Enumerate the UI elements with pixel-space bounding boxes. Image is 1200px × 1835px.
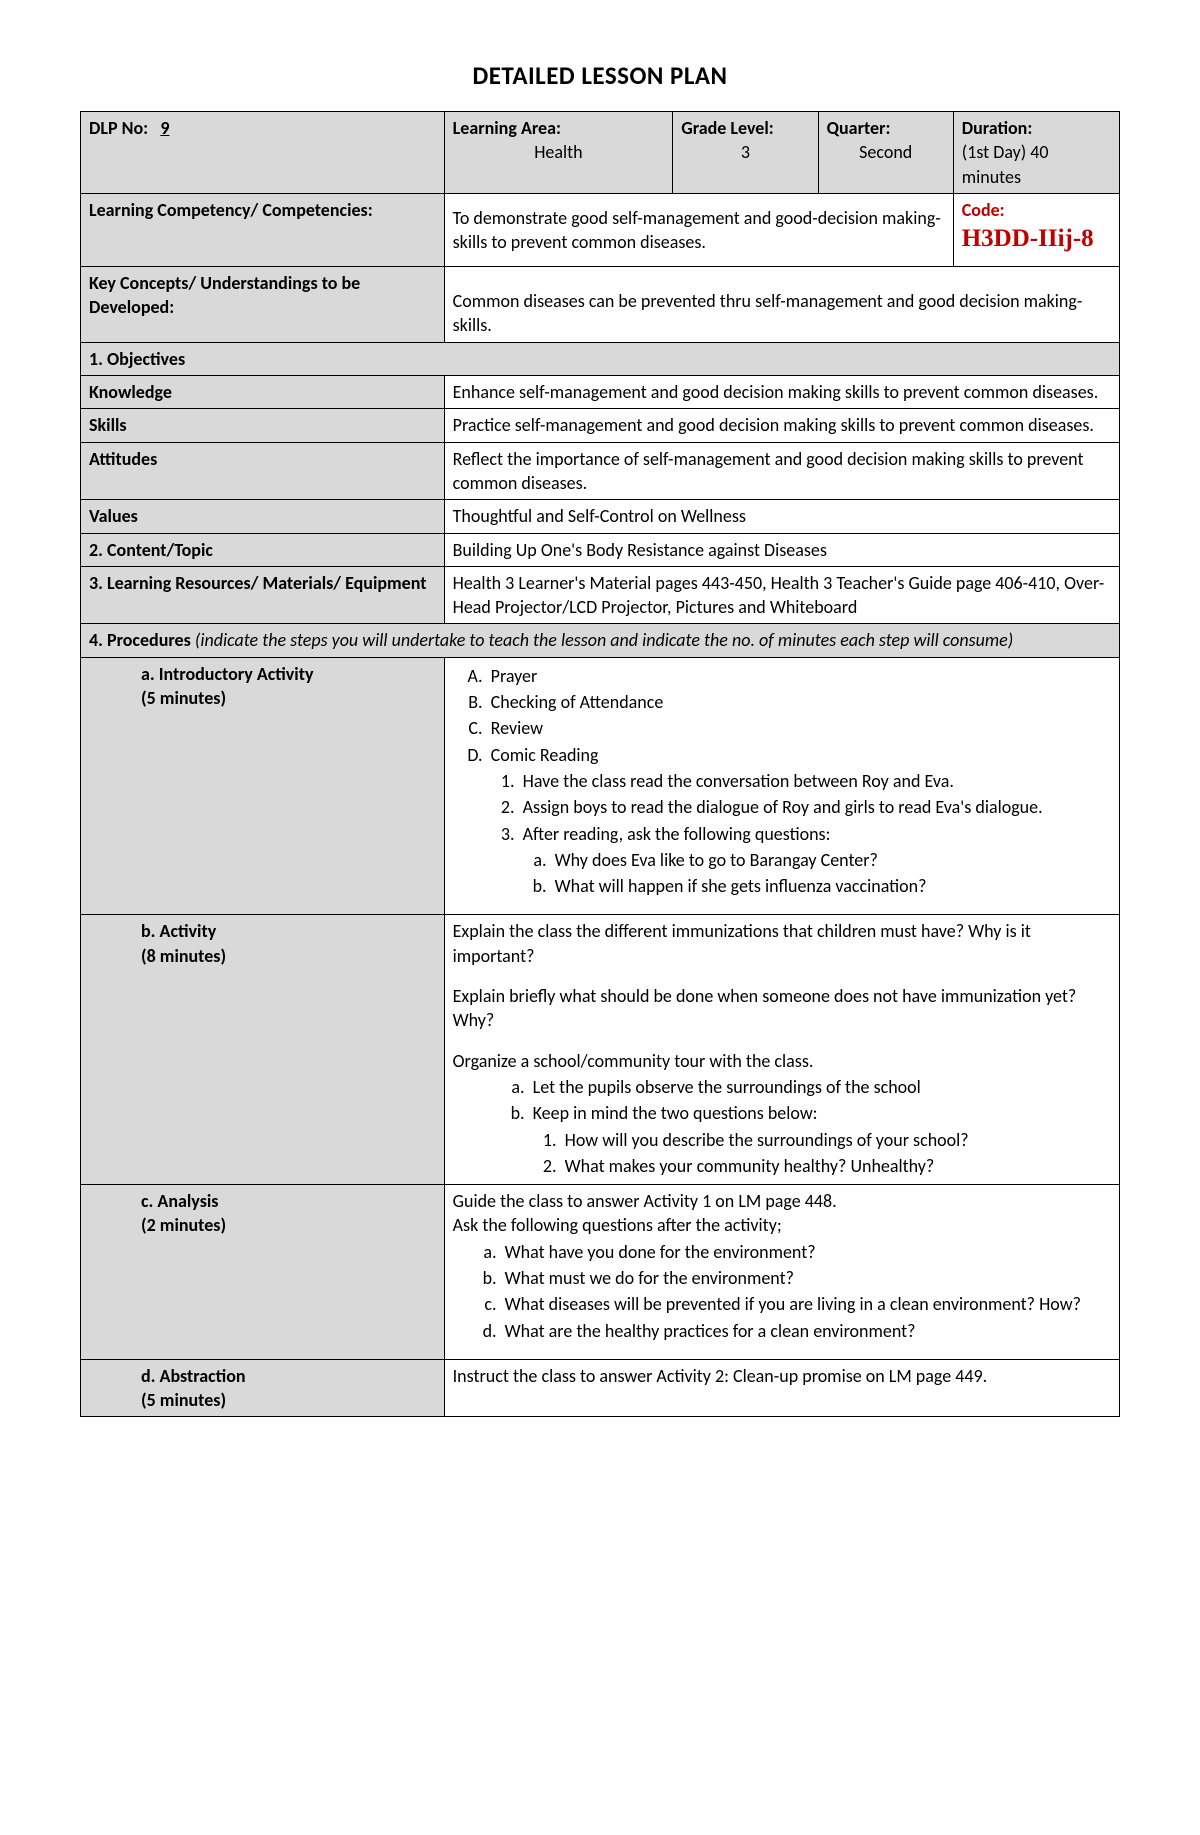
proc-a-body: Prayer Checking of Attendance Review Com…: [444, 657, 1119, 915]
proc-a-label: a. Introductory Activity: [141, 662, 436, 686]
row-content-text: Building Up One's Body Resistance agains…: [444, 533, 1119, 566]
proc-c-time: (2 minutes): [141, 1213, 436, 1237]
row-knowledge-label: Knowledge: [81, 376, 445, 409]
proc-d-body: Instruct the class to answer Activity 2:…: [444, 1359, 1119, 1417]
learning-area-value: Health: [453, 140, 665, 164]
grade-level-label: Grade Level:: [681, 116, 809, 140]
row-attitudes-text: Reflect the importance of self-managemen…: [444, 442, 1119, 500]
quarter-label: Quarter:: [827, 116, 945, 140]
dlp-no-value: 9: [160, 117, 169, 139]
duration-label: Duration:: [962, 116, 1111, 140]
row-attitudes-label: Attitudes: [81, 442, 445, 500]
key-concepts-text: Common diseases can be prevented thru se…: [453, 289, 1111, 338]
lesson-plan-table: DLP No: 9 Learning Area: Health Grade Le…: [80, 111, 1120, 1417]
row-values-label: Values: [81, 500, 445, 533]
proc-b-label: b. Activity: [141, 919, 436, 943]
row-resources-label: 3. Learning Resources/ Materials/ Equipm…: [81, 566, 445, 624]
row-values-text: Thoughtful and Self-Control on Wellness: [444, 500, 1119, 533]
competency-text: To demonstrate good self-management and …: [453, 206, 945, 255]
key-concepts-label: Key Concepts/ Understandings to be Devel…: [89, 271, 436, 320]
row-resources-text: Health 3 Learner's Material pages 443-45…: [444, 566, 1119, 624]
competency-label: Learning Competency/ Competencies:: [89, 198, 436, 222]
section-objectives: 1. Objectives: [81, 342, 1120, 375]
learning-area-label: Learning Area:: [453, 116, 665, 140]
code-value: H3DD-IIij-8: [962, 222, 1111, 256]
page-title: DETAILED LESSON PLAN: [80, 60, 1120, 91]
proc-c-body: Guide the class to answer Activity 1 on …: [444, 1185, 1119, 1360]
section-procedures: 4. Procedures (indicate the steps you wi…: [81, 624, 1120, 657]
proc-d-time: (5 minutes): [141, 1388, 436, 1412]
row-content-label: 2. Content/Topic: [81, 533, 445, 566]
dlp-no-label: DLP No:: [89, 117, 148, 139]
proc-a-time: (5 minutes): [141, 686, 436, 710]
row-knowledge-text: Enhance self-management and good decisio…: [444, 376, 1119, 409]
duration-value: (1st Day) 40 minutes: [962, 140, 1111, 189]
row-skills-text: Practice self-management and good decisi…: [444, 409, 1119, 442]
quarter-value: Second: [827, 140, 945, 164]
proc-b-time: (8 minutes): [141, 944, 436, 968]
row-skills-label: Skills: [81, 409, 445, 442]
proc-d-label: d. Abstraction: [141, 1364, 436, 1388]
proc-c-label: c. Analysis: [141, 1189, 436, 1213]
grade-level-value: 3: [681, 140, 809, 164]
proc-b-body: Explain the class the different immuniza…: [444, 915, 1119, 1185]
code-label: Code:: [962, 198, 1111, 222]
